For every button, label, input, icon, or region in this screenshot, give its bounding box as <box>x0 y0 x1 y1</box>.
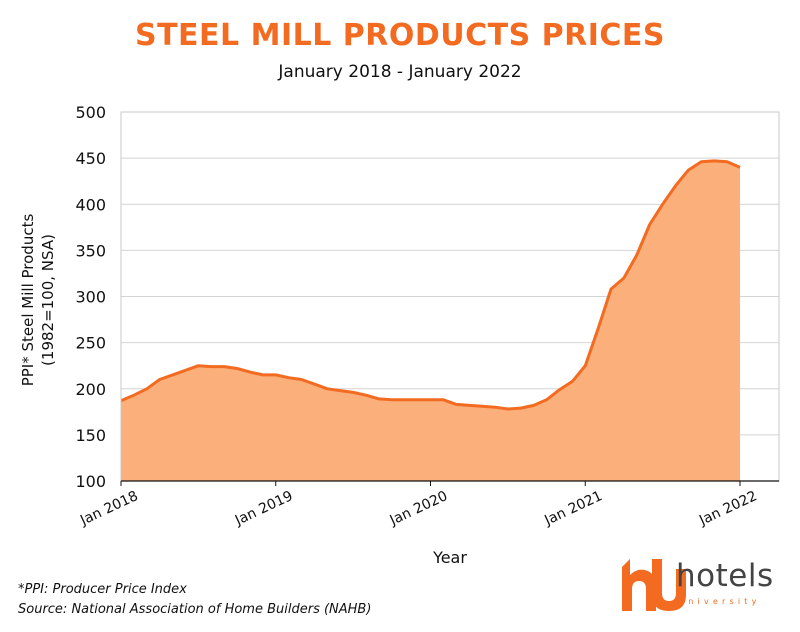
x-axis-title: Year <box>432 548 467 567</box>
axes <box>120 111 780 486</box>
y-tick-label: 150 <box>75 426 106 445</box>
y-tick-label: 400 <box>75 195 106 214</box>
y-tick-label: 200 <box>75 380 106 399</box>
x-tick-label: Jan 2019 <box>232 488 296 529</box>
y-tick-label: 300 <box>75 288 106 307</box>
brand-logo-mark <box>622 559 686 611</box>
x-tick-label: Jan 2021 <box>541 488 605 529</box>
brand-name: hotels <box>676 558 774 594</box>
y-tick-label: 100 <box>75 472 106 491</box>
brand-subtitle: university <box>679 597 761 606</box>
footnote-source: Source: National Association of Home Bui… <box>18 602 372 617</box>
x-tick-label: Jan 2020 <box>387 488 451 529</box>
y-tick-label: 450 <box>75 149 106 168</box>
y-axis-title: PPI* Steel Mill Products <box>19 214 37 387</box>
y-tick-label: 250 <box>75 334 106 353</box>
chart-title: STEEL MILL PRODUCTS PRICES <box>134 18 666 53</box>
footnote-ppi: *PPI: Producer Price Index <box>18 582 187 597</box>
area-layer <box>120 159 741 481</box>
chart-subtitle: January 2018 - January 2022 <box>278 62 522 82</box>
logo-n-shape <box>622 559 656 611</box>
y-tick-label: 500 <box>75 103 106 122</box>
x-tick-label: Jan 2018 <box>77 488 141 529</box>
y-tick-label: 350 <box>75 241 106 260</box>
logo-u-shape <box>652 559 686 611</box>
y-axis-title: (1982=100, NSA) <box>39 234 57 366</box>
series-line <box>120 159 741 411</box>
x-tick-label: Jan 2022 <box>696 488 760 529</box>
series-area-fill <box>121 160 740 481</box>
